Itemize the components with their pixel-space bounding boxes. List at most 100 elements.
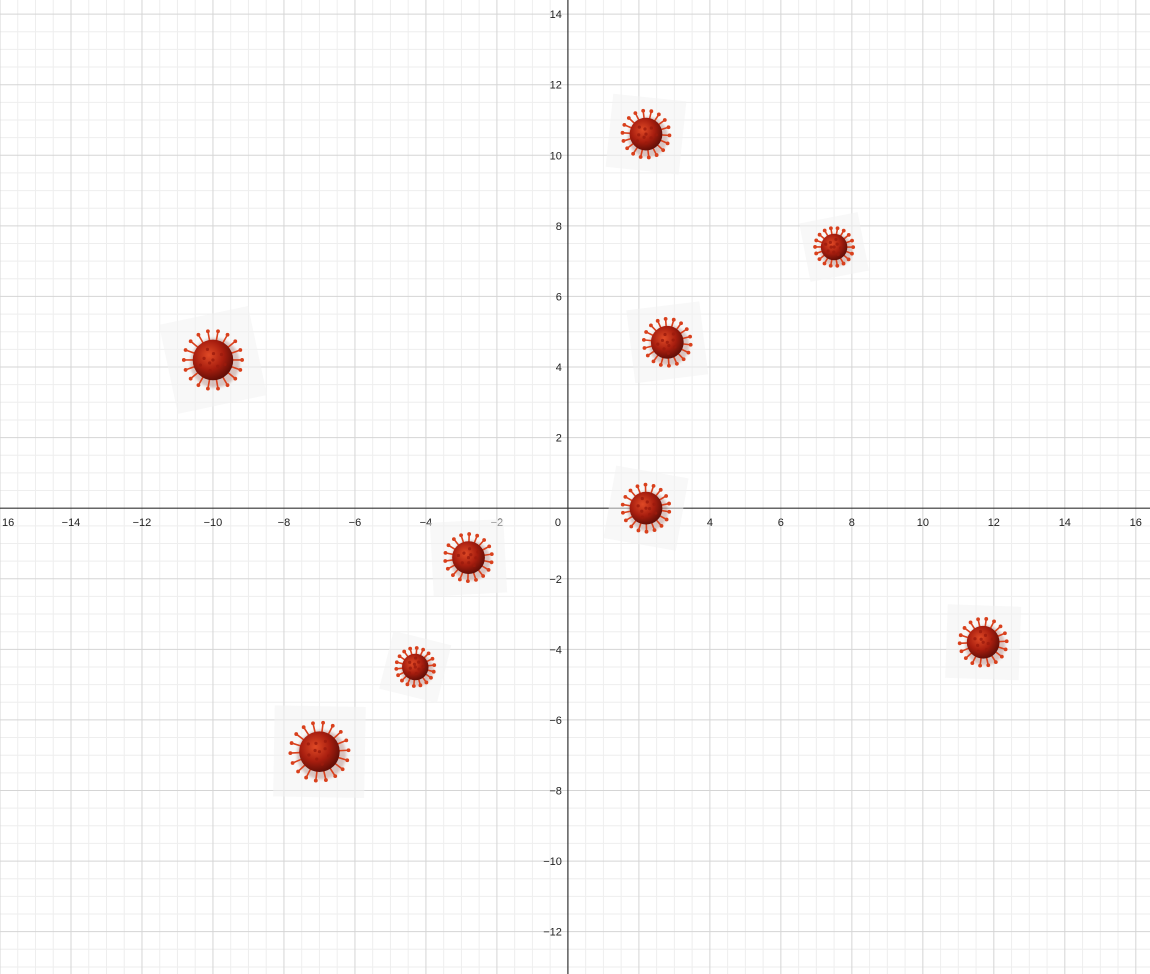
x-tick-label: −6 <box>349 517 362 529</box>
virus-texture <box>216 364 220 368</box>
virus-spike-tip <box>216 386 220 391</box>
virus-spike-tip <box>998 624 1003 629</box>
virus-texture <box>649 126 653 130</box>
virus-spike-tip <box>664 494 668 498</box>
virus-spike-tip <box>481 574 486 578</box>
virus-texture <box>223 362 227 366</box>
virus-spike-tip <box>674 361 679 366</box>
virus-spike-tip <box>487 544 492 549</box>
y-tick-label: 2 <box>556 433 562 445</box>
virus-texture <box>839 246 843 250</box>
virus-spike-tip <box>411 684 416 688</box>
y-tick-label: −4 <box>549 644 562 656</box>
virus-spike-tip <box>405 682 410 687</box>
virus-texture <box>642 135 646 139</box>
virus-texture <box>323 747 327 751</box>
virus-spike-tip <box>679 321 683 326</box>
virus-spike-tip <box>238 348 243 352</box>
virus-texture <box>467 547 472 551</box>
virus-texture <box>644 506 648 510</box>
x-tick-label: 16 <box>1130 517 1142 529</box>
y-tick-label: −10 <box>543 856 562 868</box>
virus-spike-tip <box>962 626 967 630</box>
virus-spike-tip <box>817 232 822 237</box>
virus-spike-tip <box>233 376 238 381</box>
virus-spike-tip <box>196 332 201 337</box>
virus-spike-tip <box>999 654 1004 659</box>
virus-spike-tip <box>822 261 827 266</box>
virus-texture <box>462 551 466 555</box>
virus-spike-tip <box>641 337 646 342</box>
virus-texture <box>317 750 322 754</box>
virus-spike-tip <box>394 660 399 665</box>
virus-spike-tip <box>467 532 472 536</box>
virus-spike-tip <box>829 226 833 231</box>
virus-texture <box>408 666 412 670</box>
virus-texture <box>976 643 980 647</box>
virus-texture <box>635 139 640 143</box>
virus-spike-tip <box>667 133 672 138</box>
y-tick-label: 10 <box>550 150 562 162</box>
virus-spike-tip <box>445 566 450 571</box>
virus-spike-tip <box>817 257 822 262</box>
x-tick-label: 10 <box>917 517 929 529</box>
virus-spike-tip <box>311 721 315 726</box>
virus-spike-tip <box>841 228 846 233</box>
virus-icon <box>379 630 452 704</box>
virus-spike-tip <box>976 617 980 622</box>
x-tick-label: −12 <box>133 517 152 529</box>
virus-spike-tip <box>841 261 846 266</box>
virus-icon <box>603 465 689 551</box>
virus-spike-tip <box>289 741 294 745</box>
x-tick-labels: 16−14−12−10−8−6−4−2046810121416 <box>2 517 1142 529</box>
virus-spike-tip <box>183 368 188 372</box>
virus-spike-tip <box>846 232 851 237</box>
virus-spike-tip <box>686 350 691 355</box>
virus-spike-tip <box>321 720 325 725</box>
virus-spike-tip <box>635 484 640 489</box>
virus-spike-tip <box>850 238 854 243</box>
virus-spike-tip <box>394 666 399 671</box>
y-tick-label: 14 <box>550 9 562 21</box>
virus-texture <box>306 742 310 746</box>
virus-texture <box>836 252 840 256</box>
virus-texture <box>208 361 212 365</box>
virus-spike-tip <box>984 617 989 621</box>
virus-spike-tip <box>654 153 659 157</box>
virus-texture <box>654 511 658 515</box>
x-tick-label: −10 <box>204 517 223 529</box>
virus-texture <box>826 249 830 253</box>
virus-spike-tip <box>181 358 186 362</box>
virus-spike-tip <box>344 738 349 743</box>
virus-spike-tip <box>835 226 840 231</box>
virus-texture <box>983 633 988 637</box>
virus-spike-tip <box>313 778 318 783</box>
virus-texture <box>644 141 648 145</box>
virus-icon <box>605 93 687 175</box>
virus-spike-tip <box>443 559 448 563</box>
virus-spike-tip <box>658 363 663 367</box>
virus-spike-tip <box>397 654 402 659</box>
virus-spike-tip <box>402 649 407 654</box>
virus-spike-tip <box>446 543 451 548</box>
virus-spike-tip <box>968 620 973 625</box>
virus-spike-tip <box>638 155 643 159</box>
virus-spike-tip <box>620 130 625 135</box>
virus-texture <box>637 125 641 129</box>
virus-texture <box>476 550 480 554</box>
virus-spike-tip <box>681 357 686 362</box>
virus-spike-tip <box>651 484 656 488</box>
x-tick-label: 12 <box>988 517 1000 529</box>
virus-spike-tip <box>330 723 335 728</box>
virus-texture <box>666 351 671 355</box>
x-tick-label: 14 <box>1059 517 1071 529</box>
virus-texture <box>202 356 206 360</box>
virus-texture <box>660 338 665 343</box>
virus-spike-tip <box>649 323 653 328</box>
virus-texture <box>417 667 421 671</box>
data-points <box>158 93 1022 798</box>
virus-spike-tip <box>662 118 667 122</box>
virus-spike-tip <box>421 647 426 652</box>
